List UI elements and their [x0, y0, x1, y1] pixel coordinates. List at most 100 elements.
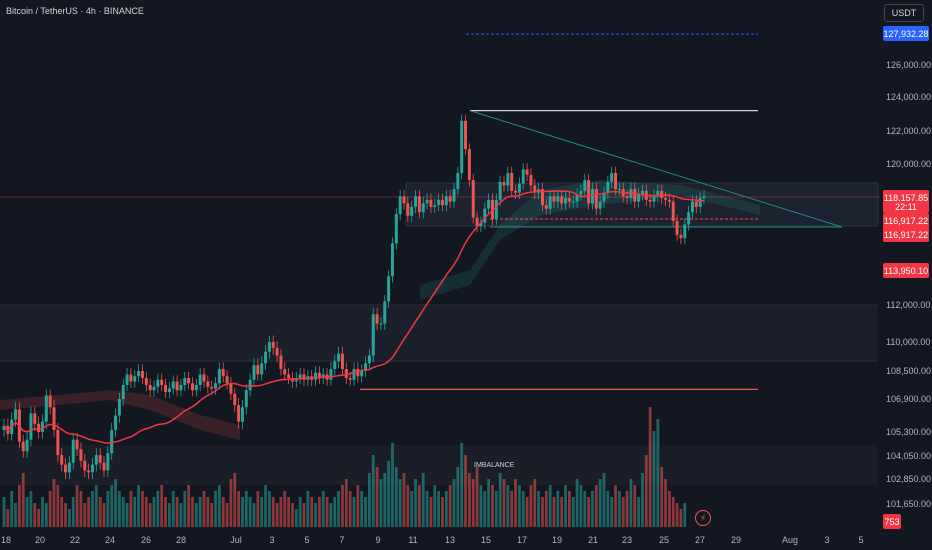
candle-body — [75, 439, 79, 450]
candle-body — [52, 407, 56, 430]
volume-bar — [437, 491, 441, 527]
volume-bar — [2, 497, 6, 527]
currency-selector[interactable]: USDT — [884, 4, 924, 22]
volume-bar — [183, 491, 187, 527]
candle-body — [129, 374, 133, 382]
candle-body — [152, 386, 156, 391]
candle-body — [702, 196, 706, 199]
candle-body — [379, 323, 383, 325]
volume-bar — [164, 497, 167, 527]
candle-body — [406, 203, 410, 216]
candle-body — [564, 198, 568, 204]
candle-body — [121, 385, 125, 399]
volume-bar — [79, 491, 83, 527]
volume-bar — [17, 485, 21, 527]
candle-body — [579, 190, 583, 195]
volume-bar — [206, 497, 210, 527]
volume-bar — [644, 455, 648, 527]
candle-body — [237, 405, 241, 422]
volume-bar — [398, 479, 402, 527]
volume-bar — [210, 503, 214, 527]
volume-bar — [591, 491, 594, 527]
candle-body — [83, 460, 87, 471]
candle-body — [414, 196, 418, 207]
volume-bar — [514, 479, 517, 527]
volume-bar — [264, 485, 267, 527]
volume-bar — [506, 485, 510, 527]
imbalance-label: IMBALANCE — [474, 462, 515, 469]
candle-body — [71, 439, 75, 463]
volume-bar — [179, 503, 183, 527]
candle-body — [656, 190, 660, 197]
cloud-bull — [420, 180, 760, 300]
volume-bar — [67, 509, 71, 527]
y-tick-label: 108,500.00 — [886, 366, 931, 376]
candle-body — [294, 378, 298, 382]
volume-bar — [556, 491, 560, 527]
y-tick-label: 105,300.00 — [886, 427, 931, 437]
candle-body — [190, 383, 194, 391]
candle-body — [456, 172, 460, 190]
candle-body — [475, 217, 479, 227]
volume-bar — [129, 491, 133, 527]
x-tick-label: 5 — [304, 535, 309, 545]
volume-bar — [160, 485, 164, 527]
volume-bar — [198, 497, 202, 527]
candle-body — [202, 374, 206, 382]
candle-body — [687, 212, 691, 225]
volume-bar — [75, 485, 79, 527]
candle-body — [137, 371, 141, 377]
volume-bar — [494, 491, 498, 527]
candle-body — [567, 198, 571, 202]
volume-bar — [279, 497, 283, 527]
x-tick-label: 3 — [824, 535, 829, 545]
candle-body — [421, 203, 425, 213]
volume-bar — [452, 479, 456, 527]
candle-body — [214, 383, 218, 389]
support-price-tag-a: 116,917.22 — [883, 213, 929, 228]
volume-bar — [410, 491, 414, 527]
candle-body — [340, 353, 344, 370]
volume-bar — [133, 497, 137, 527]
volume-bar — [629, 479, 633, 527]
volume-bar — [433, 485, 437, 527]
candle-body — [540, 189, 544, 206]
volume-bar — [544, 491, 548, 527]
y-tick-label: 104,050.00 — [886, 451, 931, 461]
volume-bar — [564, 485, 567, 527]
candle-body — [344, 369, 348, 378]
volume-bar — [448, 485, 452, 527]
volume-bar — [356, 485, 360, 527]
volume-bar — [48, 491, 52, 527]
lightning-icon[interactable]: ⚡ — [695, 510, 711, 526]
volume-bar — [498, 473, 502, 527]
volume-bar — [64, 503, 67, 527]
volume-bar — [202, 491, 206, 527]
support-price-tag-b: 116,917.22 — [883, 227, 929, 242]
candle-body — [225, 376, 229, 384]
volume-bar — [29, 491, 33, 527]
candle-body — [287, 374, 291, 378]
candle-body — [210, 386, 214, 389]
volume-bar — [110, 485, 114, 527]
y-tick-label: 102,850.00 — [886, 474, 931, 484]
candle-body — [479, 222, 483, 227]
volume-bar — [610, 497, 614, 527]
candle-body — [529, 174, 533, 186]
candle-body — [360, 371, 364, 377]
volume-bar — [464, 455, 467, 527]
candle-body — [171, 381, 175, 389]
y-tick-label: 126,000.00 — [886, 60, 931, 70]
candle-body — [125, 374, 129, 385]
volume-bar — [614, 485, 617, 527]
candle-body — [417, 196, 421, 213]
volume-bar — [256, 491, 260, 527]
volume-bar — [71, 497, 75, 527]
candle-body — [602, 192, 606, 202]
volume-bar — [414, 479, 417, 527]
candle-body — [460, 120, 464, 173]
y-tick-label: 101,650.00 — [886, 499, 931, 509]
candle-body — [698, 198, 702, 207]
candle-body — [229, 383, 233, 394]
